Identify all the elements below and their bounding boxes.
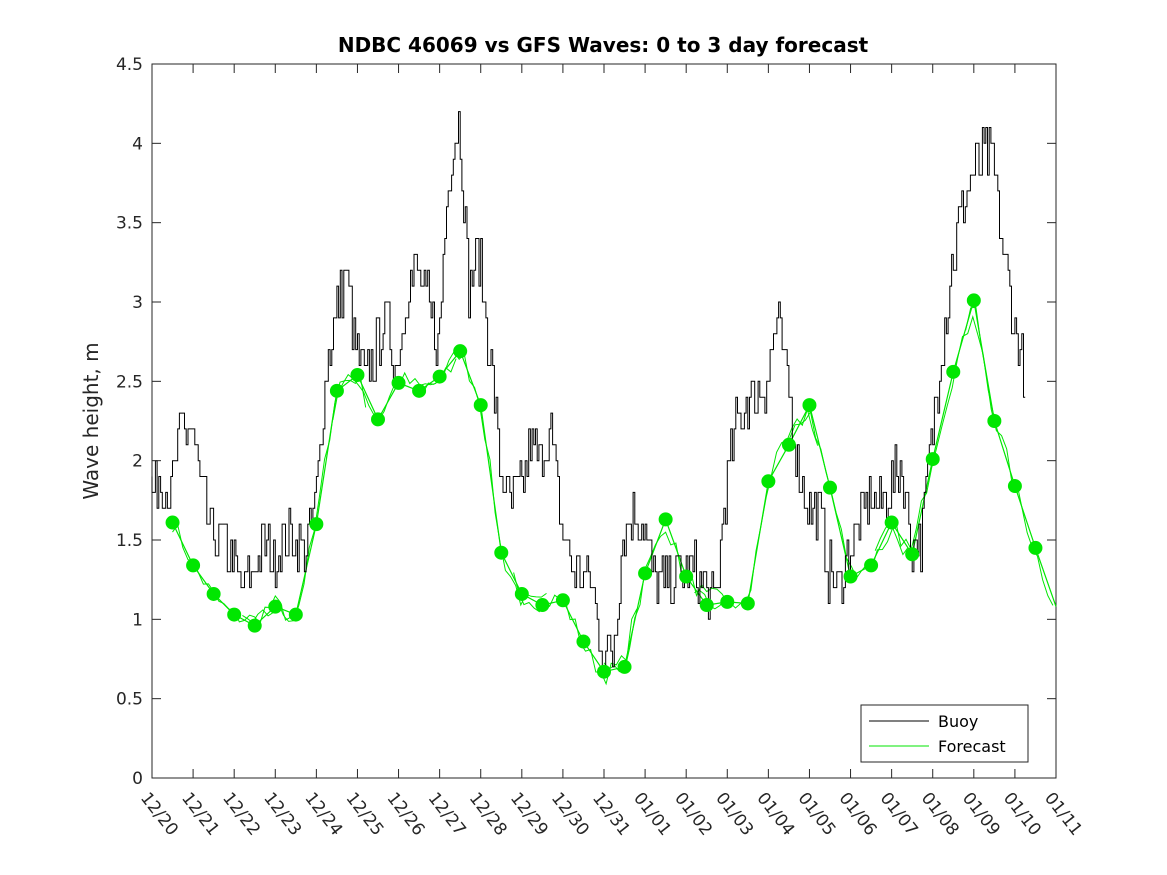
forecast-point <box>371 412 385 427</box>
y-tick-label: 0 <box>132 769 143 789</box>
x-tick-label: 01/06 <box>835 789 881 840</box>
forecast-point <box>412 383 427 398</box>
x-tick-label: 12/28 <box>465 789 511 840</box>
forecast-point <box>453 344 468 359</box>
forecast-point <box>432 369 447 384</box>
forecast-point <box>946 364 961 379</box>
y-axis-label: Wave height, m <box>79 342 103 499</box>
forecast-point <box>309 517 324 532</box>
forecast-point <box>925 452 940 467</box>
y-tick-label: 2.5 <box>116 372 143 392</box>
forecast-point <box>843 569 858 584</box>
plot-frame <box>151 63 1057 779</box>
forecast-point <box>802 398 817 413</box>
x-tick-label: 12/24 <box>300 789 346 840</box>
x-tick-label: 12/20 <box>136 789 182 840</box>
forecast-point <box>473 398 488 413</box>
x-tick-label: 12/21 <box>177 789 223 840</box>
y-tick-label: 2 <box>132 452 143 472</box>
forecast-point <box>227 607 242 622</box>
forecast-point <box>1028 540 1043 555</box>
forecast-point <box>761 474 776 489</box>
forecast-point <box>699 598 714 613</box>
forecast-run-line <box>694 407 819 610</box>
forecast-point <box>329 383 344 398</box>
forecast-point <box>987 414 1002 428</box>
forecast-point <box>576 634 591 649</box>
x-tick-label: 12/26 <box>383 789 429 840</box>
forecast-point <box>966 293 981 308</box>
x-tick-label: 01/04 <box>752 789 798 840</box>
x-tick-label: 12/27 <box>424 789 470 840</box>
y-tick-label: 4 <box>132 134 143 154</box>
forecast-point <box>781 437 796 452</box>
x-tick-label: 12/30 <box>547 789 593 840</box>
x-tick-label: 01/09 <box>958 789 1004 840</box>
forecast-point <box>391 375 406 390</box>
legend: Buoy Forecast <box>860 704 1029 763</box>
forecast-point <box>720 594 735 609</box>
forecast-point <box>514 586 529 601</box>
forecast-point <box>658 512 673 527</box>
chart-title: NDBC 46069 vs GFS Waves: 0 to 3 day fore… <box>338 33 869 57</box>
x-tick-label: 01/08 <box>917 789 963 840</box>
forecast-point <box>165 515 180 530</box>
y-tick-label: 1 <box>132 610 143 630</box>
forecast-point <box>186 558 201 573</box>
x-tick-label: 01/03 <box>711 789 757 840</box>
x-tick-label: 12/22 <box>218 789 264 840</box>
forecast-point <box>350 367 365 382</box>
forecast-point <box>494 545 509 560</box>
forecast-point <box>617 659 632 674</box>
forecast-point <box>555 593 570 608</box>
forecast-point <box>864 558 879 573</box>
forecast-point <box>206 586 221 601</box>
y-tick-label: 3 <box>132 293 143 313</box>
forecast-run-line <box>513 572 638 686</box>
forecast-point <box>638 566 653 581</box>
buoy-series-line <box>151 111 1026 668</box>
y-axis: 0 0.5 1 1.5 2 2.5 3 3.5 4 4.5 <box>116 55 1056 789</box>
forecast-point <box>268 599 283 614</box>
x-tick-label: 12/29 <box>506 789 552 840</box>
x-tick-label: 01/07 <box>876 789 922 840</box>
x-tick-label: 12/23 <box>259 789 305 840</box>
forecast-point <box>905 547 920 562</box>
x-tick-label: 01/11 <box>1040 789 1086 840</box>
x-tick-label: 12/31 <box>588 789 634 840</box>
x-tick-label: 01/05 <box>794 789 840 840</box>
legend-forecast-label: Forecast <box>938 737 1006 756</box>
forecast-point <box>247 618 262 633</box>
forecast-point <box>1007 479 1022 494</box>
forecast-point <box>535 598 550 613</box>
y-tick-label: 4.5 <box>116 55 143 75</box>
forecast-point <box>823 480 837 495</box>
legend-buoy-label: Buoy <box>938 712 978 731</box>
y-tick-label: 1.5 <box>116 531 143 551</box>
forecast-point <box>597 664 611 679</box>
forecast-point <box>288 607 303 622</box>
x-tick-label: 01/02 <box>670 789 716 840</box>
series-layer <box>151 111 1057 686</box>
forecast-point <box>740 596 755 611</box>
forecast-point <box>884 515 899 530</box>
legend-box <box>860 704 1029 763</box>
x-tick-label: 01/01 <box>629 789 675 840</box>
x-tick-label: 01/10 <box>999 789 1045 840</box>
y-tick-label: 3.5 <box>116 214 143 234</box>
forecast-point <box>679 569 694 584</box>
y-tick-label: 0.5 <box>116 690 143 710</box>
x-tick-label: 12/25 <box>342 789 388 840</box>
